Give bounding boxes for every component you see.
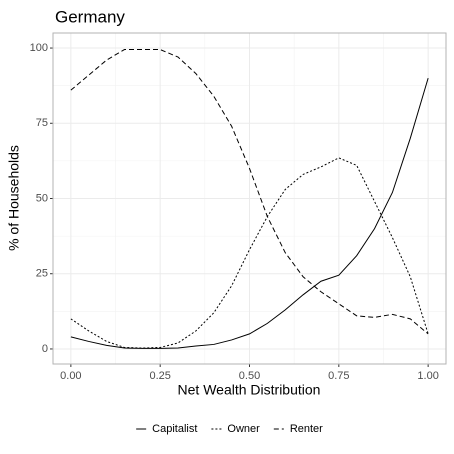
- legend-label: Capitalist: [152, 423, 197, 435]
- x-tick-label: 0.50: [239, 370, 260, 382]
- y-tick-label: 25: [36, 268, 48, 280]
- x-tick-label: 0.25: [149, 370, 170, 382]
- y-axis-label: % of Households: [6, 145, 22, 251]
- x-axis-label: Net Wealth Distribution: [178, 382, 321, 398]
- x-tick-label: 0.00: [60, 370, 81, 382]
- legend-label: Owner: [227, 423, 260, 435]
- x-tick-label: 1.00: [417, 370, 438, 382]
- series-line: [70, 49, 429, 335]
- y-tick-label: 75: [36, 117, 48, 129]
- y-tick-label: 0: [42, 343, 48, 355]
- legend-label: Renter: [290, 423, 323, 435]
- y-tick-label: 50: [36, 192, 48, 204]
- panel-border: [52, 32, 447, 365]
- chart-title: Germany: [55, 7, 125, 26]
- legend: Capitalist Owner Renter: [136, 423, 323, 435]
- y-tick-label: 100: [30, 42, 48, 54]
- x-tick-label: 0.75: [328, 370, 349, 382]
- series-line: [70, 77, 429, 349]
